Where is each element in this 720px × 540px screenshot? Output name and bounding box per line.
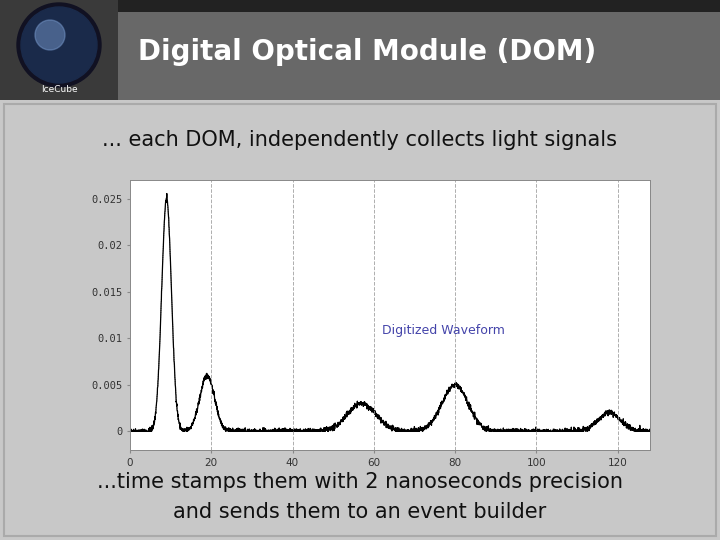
Text: Digital Optical Module (DOM): Digital Optical Module (DOM) bbox=[138, 38, 596, 66]
Bar bbox=[0, 0, 720, 12]
Bar bbox=[0, 0, 118, 100]
Text: and sends them to an event builder: and sends them to an event builder bbox=[174, 502, 546, 522]
Text: Digitized Waveform: Digitized Waveform bbox=[382, 323, 505, 336]
Circle shape bbox=[17, 3, 101, 87]
Text: IceCube: IceCube bbox=[41, 85, 77, 94]
Circle shape bbox=[21, 7, 97, 83]
Text: ...time stamps them with 2 nanoseconds precision: ...time stamps them with 2 nanoseconds p… bbox=[97, 472, 623, 492]
Circle shape bbox=[35, 20, 65, 50]
Text: ... each DOM, independently collects light signals: ... each DOM, independently collects lig… bbox=[102, 130, 618, 150]
